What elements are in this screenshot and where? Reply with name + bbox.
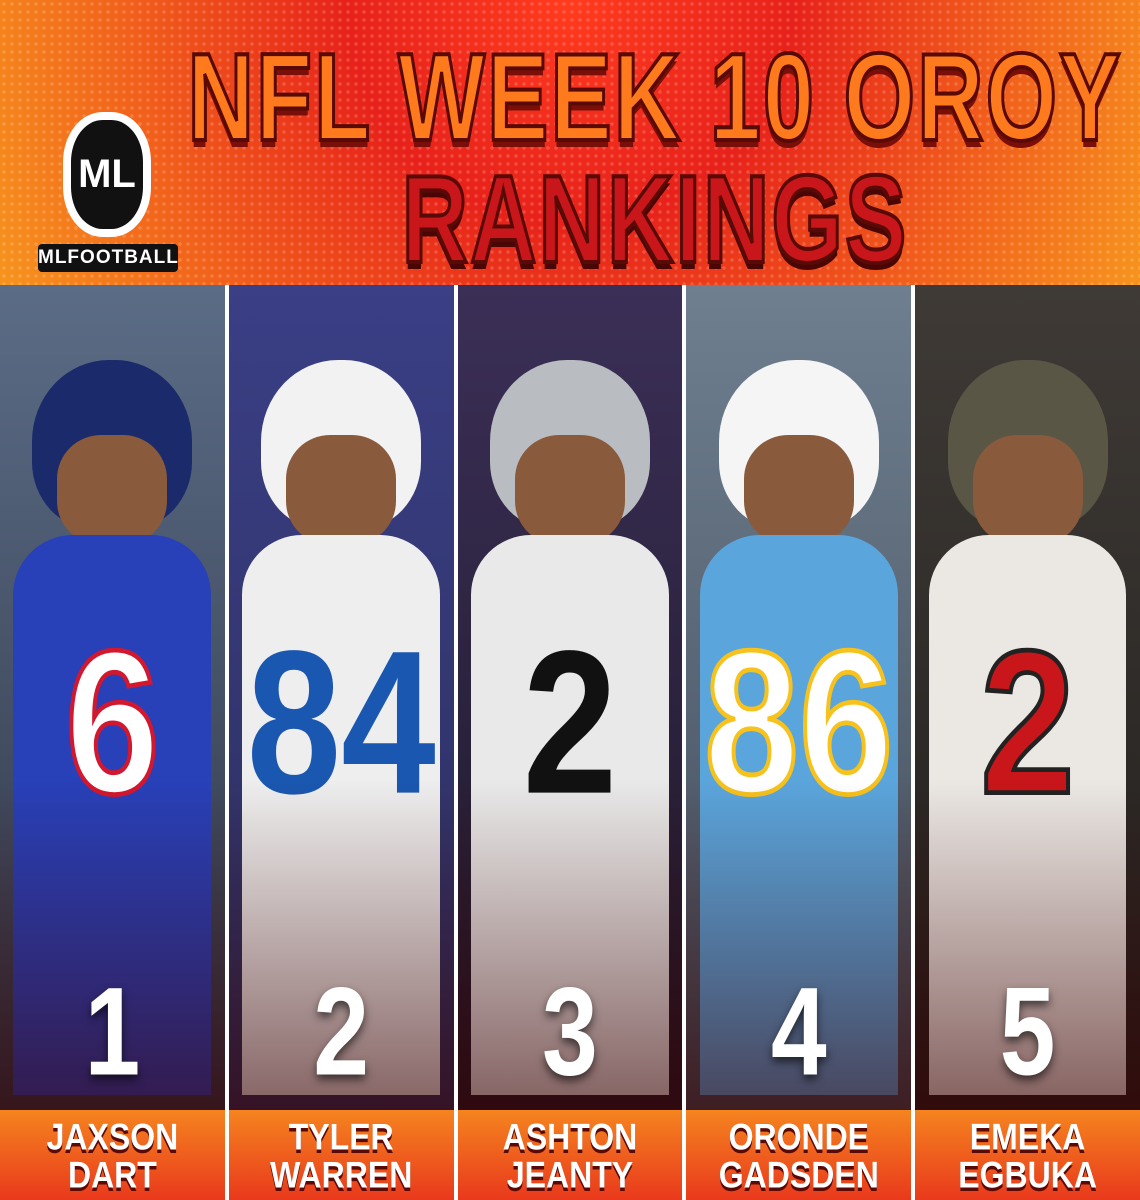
player-name: ASHTON JEANTY <box>457 1110 683 1200</box>
first-name: ASHTON <box>502 1116 638 1158</box>
face <box>743 435 854 545</box>
face <box>57 435 168 545</box>
face <box>286 435 397 545</box>
last-name: JEANTY <box>506 1154 634 1196</box>
last-name: EGBUKA <box>958 1154 1097 1196</box>
rank-number: 2 <box>313 961 369 1102</box>
player-name: JAXSON DART <box>0 1110 225 1200</box>
rank-number: 3 <box>542 961 598 1102</box>
first-name: TYLER <box>288 1116 394 1158</box>
player-panel: 6 1 JAXSON DART <box>0 285 225 1200</box>
player-panel: 84 2 TYLER WARREN <box>228 285 454 1200</box>
title-line: NFL WEEK 10 OROY <box>186 27 1123 169</box>
rank-number: 1 <box>84 961 141 1102</box>
last-name: GADSDEN <box>718 1154 879 1196</box>
player-name: TYLER WARREN <box>228 1110 454 1200</box>
first-name: ORONDE <box>728 1116 870 1158</box>
player-panels: 6 1 JAXSON DART 84 2 TYLER WARREN 2 3 ASHTON JEANTY… <box>0 285 1140 1200</box>
title-line: RANKINGS <box>400 149 909 285</box>
last-name: WARREN <box>270 1154 413 1196</box>
face <box>514 435 625 545</box>
logo: MLFOOTBALL <box>38 112 178 272</box>
rank-number: 5 <box>999 961 1056 1102</box>
logo-text: MLFOOTBALL <box>38 244 178 272</box>
first-name: EMEKA <box>969 1116 1086 1158</box>
player-name: EMEKA EGBUKA <box>915 1110 1140 1200</box>
player-panel: 2 5 EMEKA EGBUKA <box>915 285 1140 1200</box>
header: MLFOOTBALL NFL WEEK 10 OROY RANKINGS <box>0 0 1140 285</box>
logo-mark <box>63 112 151 237</box>
player-panel: 2 3 ASHTON JEANTY <box>457 285 683 1200</box>
player-name: ORONDE GADSDEN <box>686 1110 912 1200</box>
last-name: DART <box>67 1154 157 1196</box>
face <box>972 435 1083 545</box>
player-panel: 86 4 ORONDE GADSDEN <box>686 285 912 1200</box>
rank-number: 4 <box>770 961 827 1102</box>
first-name: JAXSON <box>46 1116 179 1158</box>
